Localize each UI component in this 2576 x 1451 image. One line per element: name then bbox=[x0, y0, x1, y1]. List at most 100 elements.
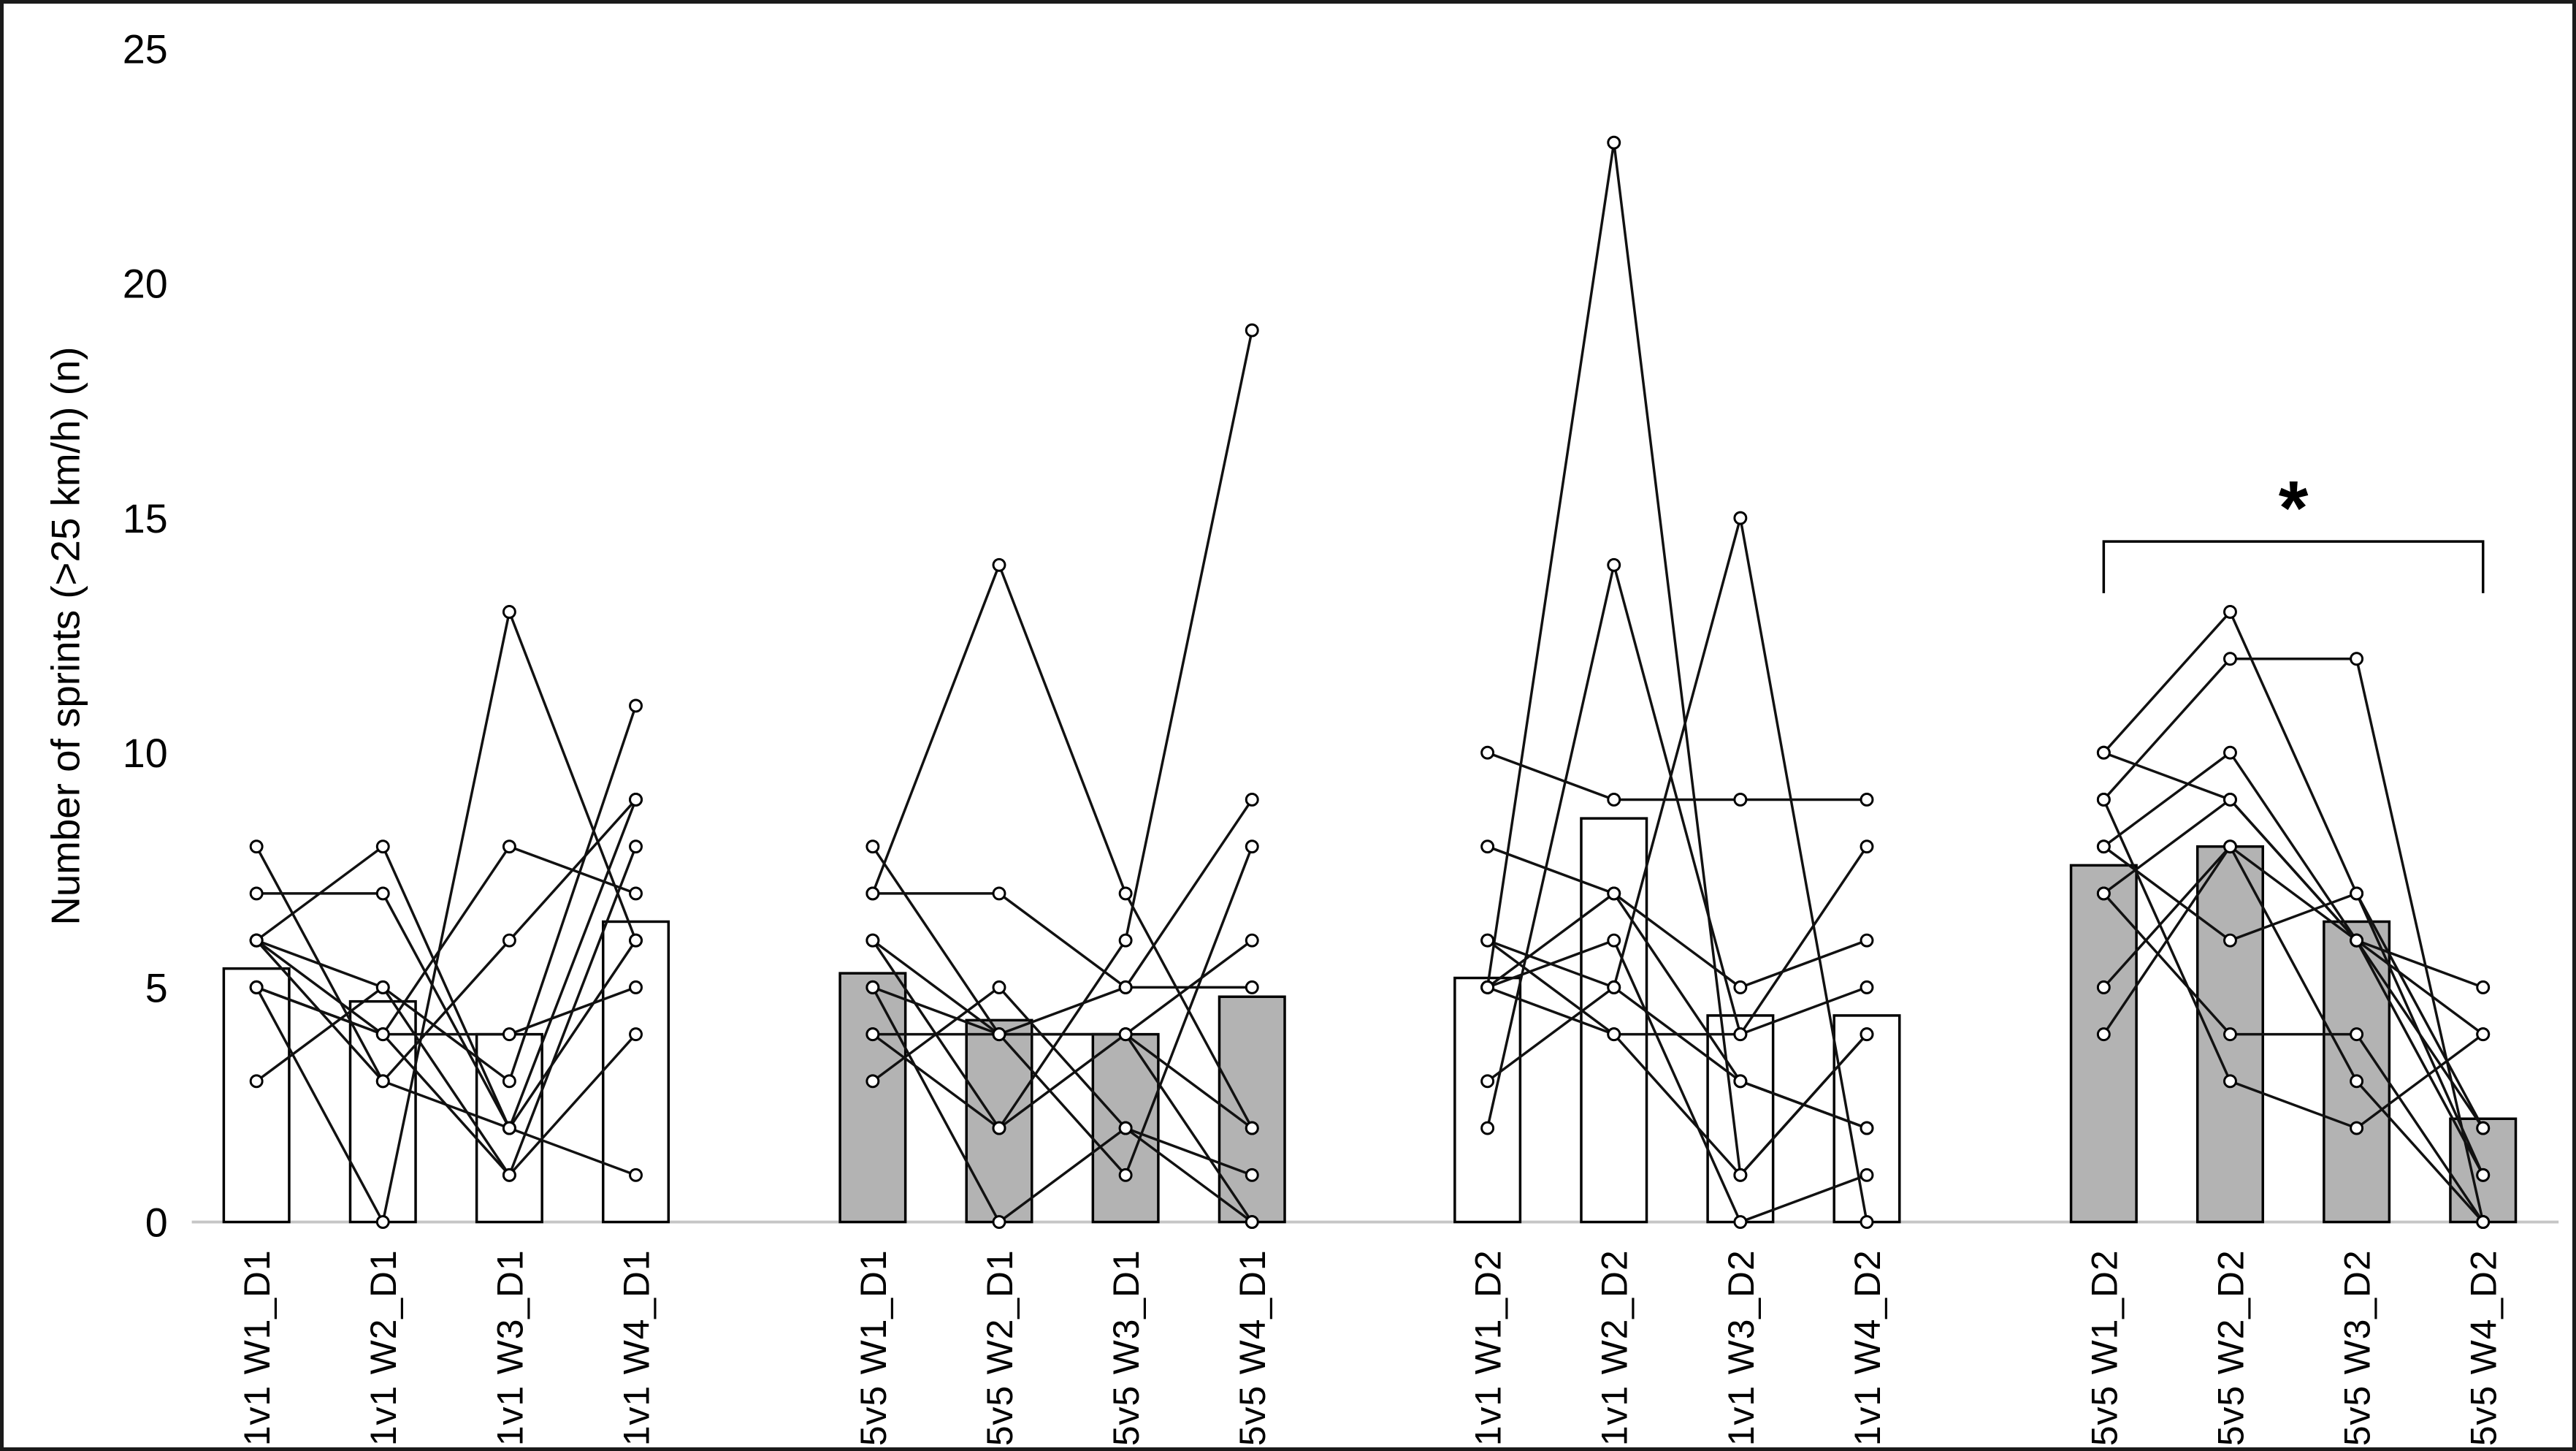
athlete-line bbox=[871, 1032, 1253, 1130]
athlete-line bbox=[871, 561, 1253, 1129]
athlete-marker bbox=[1607, 886, 1621, 901]
athlete-line bbox=[2102, 799, 2484, 1130]
athlete-marker bbox=[2350, 652, 2364, 666]
athlete-marker bbox=[1860, 1027, 1874, 1042]
athlete-marker bbox=[2223, 792, 2237, 807]
athlete-marker bbox=[2096, 980, 2111, 994]
y-tick-label: 0 bbox=[145, 1200, 168, 1245]
athlete-line bbox=[1487, 845, 1868, 989]
athlete-marker bbox=[375, 1074, 390, 1089]
athlete-line bbox=[256, 799, 638, 1132]
athlete-marker bbox=[1245, 792, 1259, 807]
athlete-marker bbox=[1118, 980, 1133, 994]
athlete-marker bbox=[865, 886, 880, 901]
x-category-label: 5v5 W3_D1 bbox=[1106, 1249, 1147, 1446]
athlete-marker bbox=[1480, 1121, 1495, 1135]
athlete-line bbox=[255, 607, 638, 1226]
athlete-marker bbox=[2223, 1074, 2237, 1089]
athlete-line bbox=[256, 985, 637, 1178]
mean-bar bbox=[2323, 920, 2391, 1224]
athlete-marker bbox=[865, 1074, 880, 1089]
athlete-marker bbox=[502, 1074, 516, 1089]
athlete-line bbox=[2103, 751, 2485, 1176]
athlete-marker bbox=[1607, 135, 1621, 150]
athlete-marker bbox=[1245, 1121, 1259, 1135]
athlete-marker bbox=[1860, 1215, 1874, 1230]
athlete-line bbox=[1487, 751, 1867, 801]
x-category-label: 5v5 W2_D2 bbox=[2210, 1249, 2251, 1446]
athlete-line bbox=[871, 799, 1253, 1036]
athlete-line bbox=[2103, 658, 2485, 1222]
athlete-line bbox=[872, 1032, 1253, 1223]
athlete-marker bbox=[502, 1027, 516, 1042]
athlete-marker bbox=[2223, 839, 2237, 854]
athlete-marker bbox=[1733, 1168, 1748, 1182]
athlete-marker bbox=[865, 839, 880, 854]
athlete-marker bbox=[629, 1168, 643, 1182]
mean-bar bbox=[1580, 817, 1648, 1224]
athlete-marker bbox=[2476, 1027, 2491, 1042]
athlete-marker bbox=[375, 886, 390, 901]
athlete-marker bbox=[1245, 839, 1259, 854]
athlete-marker bbox=[2476, 1215, 2491, 1230]
athlete-marker bbox=[249, 1074, 264, 1089]
athlete-marker bbox=[1118, 1121, 1133, 1135]
athlete-marker bbox=[629, 980, 643, 994]
athlete-line bbox=[871, 986, 1253, 1225]
y-tick-label: 25 bbox=[123, 27, 168, 72]
athlete-marker bbox=[1607, 933, 1621, 948]
mean-bar bbox=[2069, 864, 2138, 1224]
athlete-marker bbox=[1733, 980, 1748, 994]
athlete-marker bbox=[2096, 792, 2111, 807]
athlete-marker bbox=[375, 839, 390, 854]
athlete-marker bbox=[375, 1027, 390, 1042]
athlete-marker bbox=[249, 886, 264, 901]
athlete-marker bbox=[992, 1121, 1006, 1135]
significance-layer: * bbox=[2102, 465, 2485, 593]
athlete-marker bbox=[1607, 557, 1621, 572]
x-category-label: 1v1 W4_D2 bbox=[1847, 1249, 1888, 1446]
athlete-marker bbox=[629, 933, 643, 948]
x-category-label: 5v5 W2_D1 bbox=[979, 1249, 1020, 1446]
athlete-marker bbox=[2223, 933, 2237, 948]
athlete-marker bbox=[502, 1121, 516, 1135]
athlete-marker bbox=[1860, 792, 1874, 807]
y-tick-label: 20 bbox=[123, 262, 168, 307]
athlete-marker bbox=[992, 886, 1006, 901]
athlete-marker bbox=[2096, 745, 2111, 760]
x-category-label: 5v5 W1_D1 bbox=[853, 1249, 894, 1446]
athlete-marker bbox=[1733, 1215, 1748, 1230]
athlete-marker bbox=[502, 839, 516, 854]
athlete-line bbox=[2103, 844, 2485, 1223]
athlete-marker bbox=[2476, 980, 2491, 994]
athlete-marker bbox=[1480, 839, 1495, 854]
athlete-marker bbox=[1480, 980, 1495, 994]
x-category-label: 1v1 W1_D1 bbox=[237, 1249, 278, 1446]
athlete-marker bbox=[1733, 1074, 1748, 1089]
bars-layer bbox=[222, 817, 2518, 1224]
athlete-marker bbox=[1860, 839, 1874, 854]
y-tick-label: 5 bbox=[145, 965, 168, 1010]
athlete-marker bbox=[629, 698, 643, 713]
athlete-marker bbox=[502, 605, 516, 619]
athlete-marker bbox=[2096, 839, 2111, 854]
y-tick-label: 10 bbox=[123, 731, 168, 776]
mean-bar bbox=[222, 967, 291, 1224]
athlete-marker bbox=[502, 1168, 516, 1182]
athlete-line bbox=[2103, 845, 2485, 1129]
athlete-marker bbox=[1245, 323, 1259, 338]
athlete-marker bbox=[2476, 1168, 2491, 1182]
athlete-marker bbox=[629, 839, 643, 854]
athlete-marker bbox=[629, 792, 643, 807]
athlete-marker bbox=[865, 980, 880, 994]
athlete-line bbox=[255, 939, 637, 1130]
labels-layer: 1v1 W1_D1 1v1 W2_D1 1v1 W3_D1 1v1 W4_D1 5v5 … bbox=[237, 1249, 2504, 1446]
athlete-marker bbox=[1607, 1027, 1621, 1042]
athlete-line bbox=[872, 846, 1253, 1178]
mean-bar bbox=[1218, 995, 1286, 1224]
athlete-marker bbox=[629, 1027, 643, 1042]
athlete-marker bbox=[2223, 605, 2237, 619]
series-markers-layer bbox=[249, 135, 2491, 1230]
x-category-label: 1v1 W3_D1 bbox=[489, 1249, 530, 1446]
significance-bracket bbox=[2102, 540, 2485, 593]
